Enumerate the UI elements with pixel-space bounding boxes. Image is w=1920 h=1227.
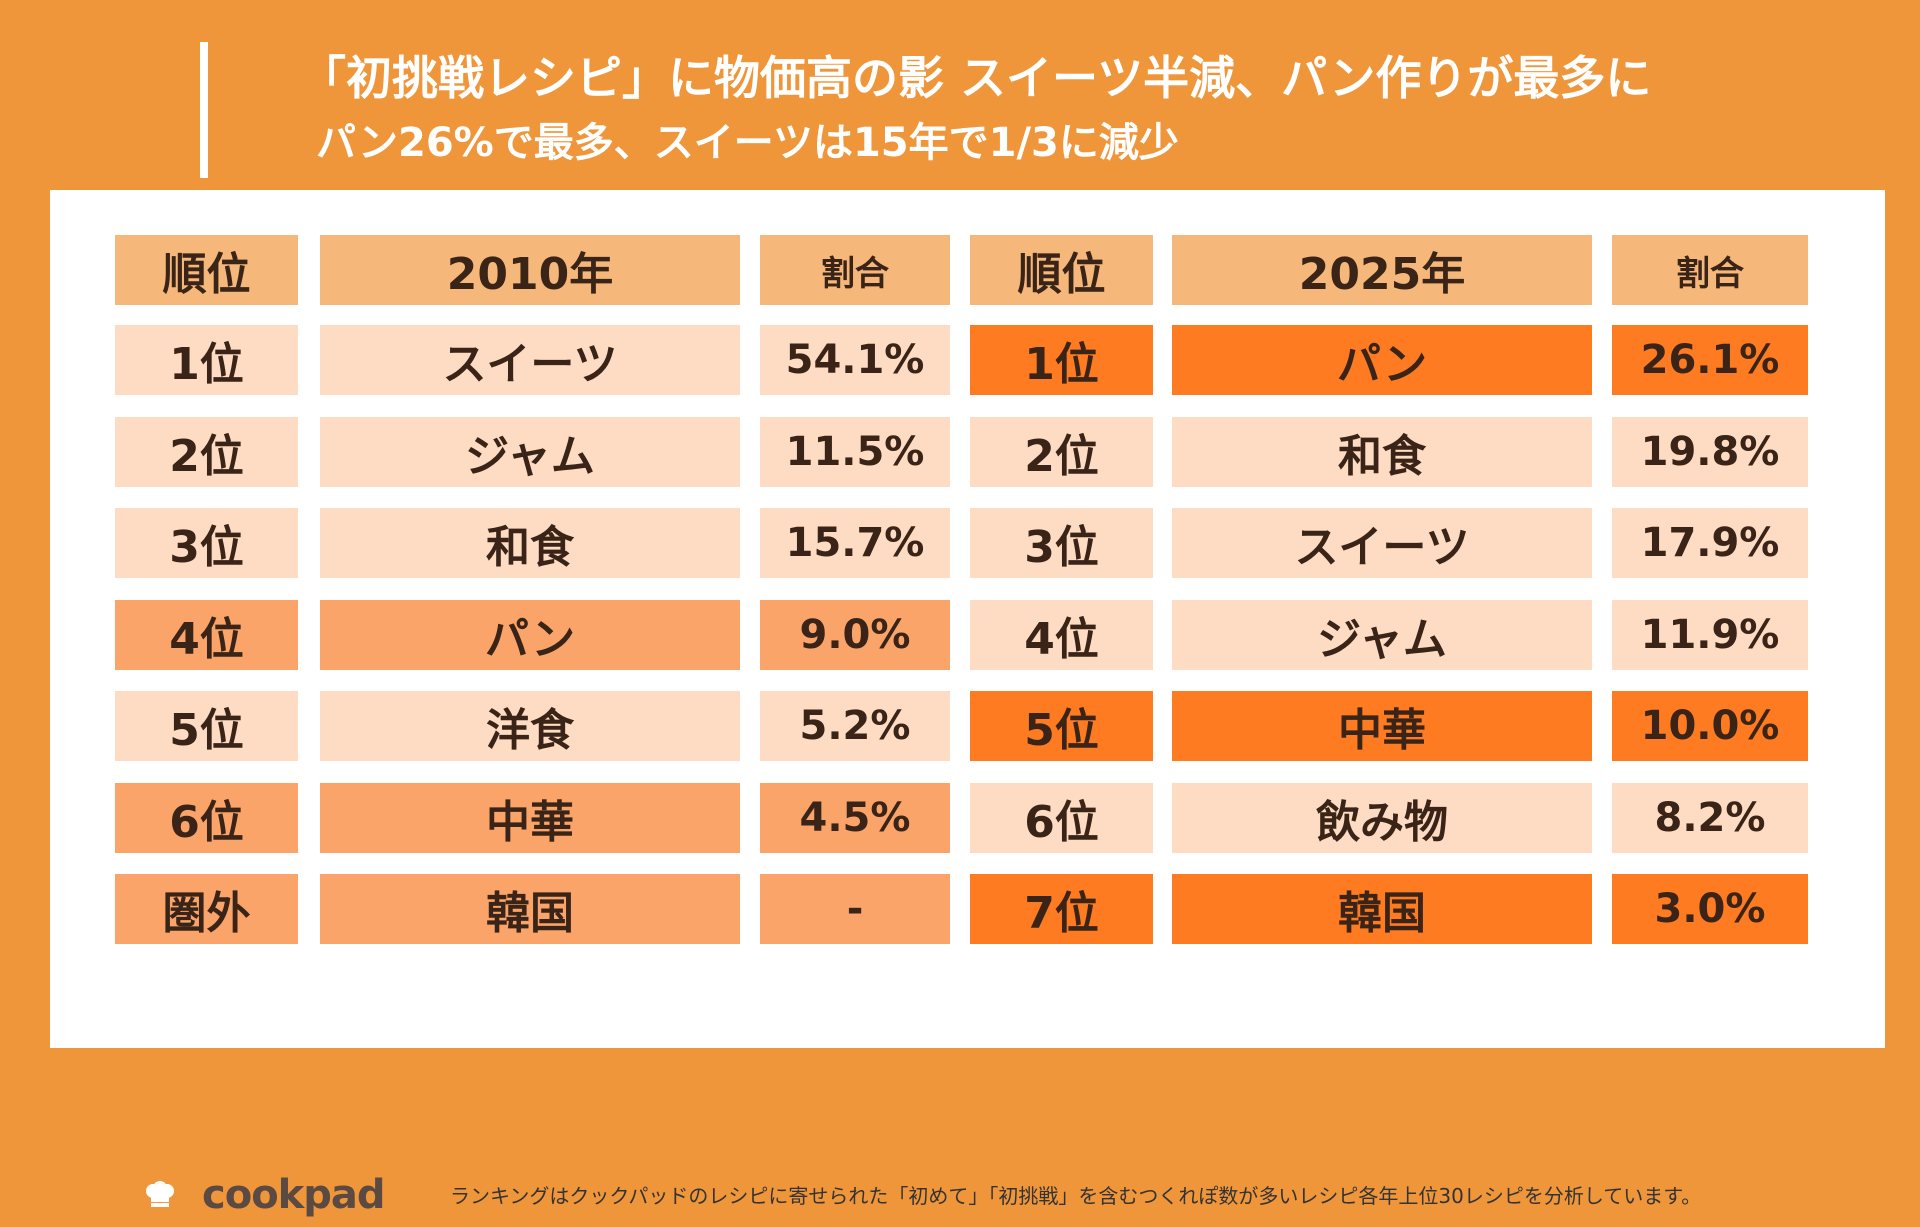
share-cell: 11.5% — [760, 416, 950, 487]
rank-cell: 4位 — [115, 599, 298, 670]
rank-cell: 6位 — [115, 782, 298, 853]
category-cell: 韓国 — [1172, 874, 1592, 944]
cookpad-logo: cookpad — [128, 1163, 386, 1227]
share-cell: 54.1% — [760, 325, 950, 395]
rank-cell: 2位 — [115, 416, 298, 487]
share-cell: 3.0% — [1612, 874, 1808, 944]
category-cell: 韓国 — [320, 874, 740, 944]
category-cell: 和食 — [320, 508, 740, 578]
rank-cell: 7位 — [970, 874, 1153, 944]
share-cell: 17.9% — [1612, 508, 1808, 578]
logo-text: cookpad — [202, 1172, 386, 1218]
category-cell: スイーツ — [1172, 508, 1592, 578]
rank-header-2010: 順位 — [115, 235, 298, 305]
category-cell: スイーツ — [320, 325, 740, 395]
page-title: 「初挑戦レシピ」に物価高の影 スイーツ半減、パン作りが最多に — [300, 51, 1652, 105]
share-cell: 5.2% — [760, 691, 950, 761]
rank-cell: 5位 — [970, 691, 1153, 761]
share-cell: 15.7% — [760, 508, 950, 578]
share-cell: 19.8% — [1612, 416, 1808, 487]
category-cell: 中華 — [1172, 691, 1592, 761]
rank-cell: 5位 — [115, 691, 298, 761]
category-cell: 和食 — [1172, 416, 1592, 487]
rank-cell: 1位 — [115, 325, 298, 395]
category-cell: 中華 — [320, 782, 740, 853]
share-header-2010: 割合 — [760, 235, 950, 305]
year-header-2010: 2010年 — [320, 235, 740, 305]
share-cell: 11.9% — [1612, 599, 1808, 670]
rank-cell: 3位 — [970, 508, 1153, 578]
rank-cell: 6位 — [970, 782, 1153, 853]
content-panel: 順位 2010年 割合 1位 スイーツ 54.1% 2位 ジャム 11.5% 3位 和食 15.7% 4… — [50, 190, 1885, 1227]
rank-cell: 2位 — [970, 416, 1153, 487]
footnote: ランキングはクックパッドのレシピに寄せられた「初めて」「初挑戦」を含むつくれぽ数… — [450, 1184, 1702, 1208]
rank-cell: 1位 — [970, 325, 1153, 395]
share-cell: 9.0% — [760, 599, 950, 670]
rank-cell: 3位 — [115, 508, 298, 578]
share-cell: - — [760, 874, 950, 944]
category-cell: 飲み物 — [1172, 782, 1592, 853]
category-cell: ジャム — [320, 416, 740, 487]
category-cell: パン — [320, 599, 740, 670]
share-header-2025: 割合 — [1612, 235, 1808, 305]
category-cell: 洋食 — [320, 691, 740, 761]
rank-cell: 圏外 — [115, 874, 298, 944]
title-accent-bar — [200, 42, 208, 178]
rank-header-2025: 順位 — [970, 235, 1153, 305]
share-cell: 26.1% — [1612, 325, 1808, 395]
share-cell: 4.5% — [760, 782, 950, 853]
rank-cell: 4位 — [970, 599, 1153, 670]
year-header-2025: 2025年 — [1172, 235, 1592, 305]
page-subtitle: パン26%で最多、スイーツは15年で1/3に減少 — [316, 120, 1179, 166]
category-cell: パン — [1172, 325, 1592, 395]
share-cell: 10.0% — [1612, 691, 1808, 761]
share-cell: 8.2% — [1612, 782, 1808, 853]
category-cell: ジャム — [1172, 599, 1592, 670]
chef-hat-icon — [128, 1163, 192, 1227]
